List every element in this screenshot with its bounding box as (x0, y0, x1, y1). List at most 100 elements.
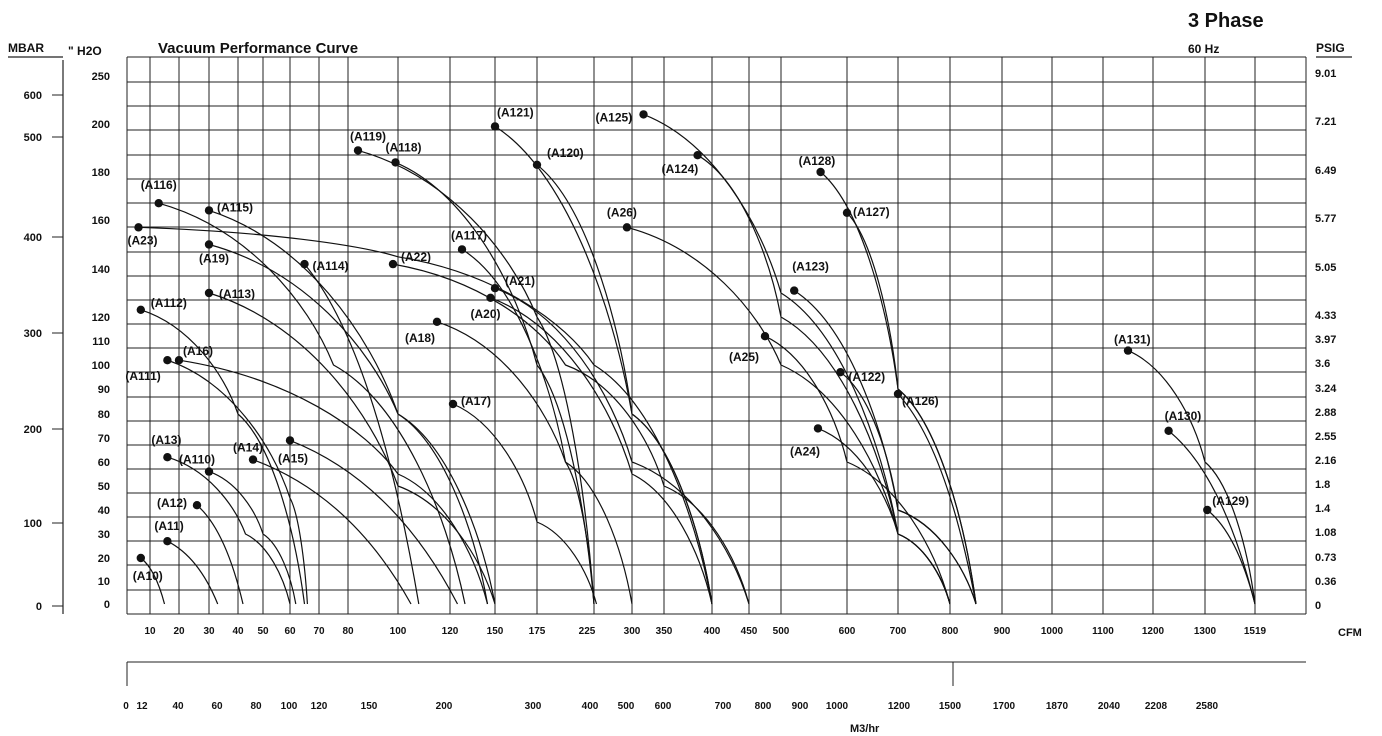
cfm-tick-label: 350 (656, 626, 673, 637)
curve-a22 (392, 263, 750, 605)
cfm-tick-label: 40 (232, 626, 244, 637)
chart-title: Vacuum Performance Curve (158, 40, 358, 57)
cfm-tick-label: 30 (203, 626, 215, 637)
chart-grid (8, 56, 1352, 686)
label-a120: (A120) (547, 146, 584, 160)
curve-a23 (138, 226, 713, 605)
cfm-tick-label: 600 (839, 626, 856, 637)
mbar-tick-label: 200 (24, 424, 42, 436)
cfm-tick-label: 1000 (1041, 626, 1064, 637)
point-a113 (204, 288, 214, 298)
curve-a12 (196, 504, 244, 605)
label-a130: (A130) (1165, 409, 1202, 423)
label-a18: (A18) (405, 331, 435, 345)
point-a111 (163, 356, 172, 365)
inh2o-tick-label: 180 (92, 167, 110, 179)
m3hr-tick-label: 100 (281, 701, 298, 712)
point-a126 (893, 389, 903, 399)
inh2o-tick-label: 10 (98, 576, 110, 588)
psig-tick-label: 1.4 (1315, 503, 1331, 515)
curve-a114 (304, 263, 420, 605)
inh2o-tick-label: 0 (104, 599, 110, 611)
inh2o-tick-label: 160 (92, 215, 110, 227)
point-a120 (532, 160, 542, 169)
curve-labels: (A10) (A11) (A12) (A13) (A110) (A14) (A15) (A11… (125, 105, 1249, 583)
label-a122: (A122) (848, 370, 885, 384)
curve-a16 (178, 359, 489, 605)
psig-tick-label: 4.33 (1315, 310, 1336, 322)
cfm-tick-label: 1519 (1244, 626, 1267, 637)
label-a26: (A26) (607, 205, 637, 219)
curve-a118 (395, 161, 595, 605)
curve-a17 (452, 403, 598, 605)
psig-tick-label: 6.49 (1315, 165, 1336, 177)
curve-a119 (357, 149, 595, 605)
cfm-tick-label: 500 (773, 626, 790, 637)
curve-a125 (643, 113, 951, 605)
mbar-tick-label: 500 (24, 132, 42, 144)
curve-a13 (167, 456, 291, 605)
cfm-tick-label: 80 (342, 626, 354, 637)
curve-a121 (494, 125, 713, 605)
label-a24: (A24) (790, 444, 820, 458)
point-a122 (836, 368, 845, 377)
psig-tick-label: 1.8 (1315, 479, 1330, 491)
cfm-tick-label: 400 (704, 626, 721, 637)
point-a131 (1123, 346, 1133, 355)
m3hr-tick-label: 800 (755, 701, 772, 712)
inh2o-tick-label: 100 (92, 360, 110, 372)
point-a130 (1164, 426, 1173, 435)
inh2o-tick-label: 140 (92, 264, 110, 276)
label-a113: (A113) (219, 287, 255, 301)
curve-a11 (167, 540, 219, 605)
point-a13 (163, 453, 172, 462)
psig-tick-label: 7.21 (1315, 116, 1336, 128)
point-a19 (204, 240, 214, 249)
point-a117 (457, 245, 467, 254)
point-a15 (285, 436, 295, 445)
psig-tick-label: 5.05 (1315, 262, 1336, 274)
performance-curves (138, 113, 1256, 605)
point-a116 (154, 199, 163, 208)
m3hr-tick-label: 200 (436, 701, 453, 712)
m3hr-tick-label: 80 (250, 701, 262, 712)
label-a11: (A11) (154, 519, 183, 533)
m3hr-tick-label: 12 (136, 701, 148, 712)
cfm-tick-label: 1100 (1092, 626, 1114, 637)
label-a21: (A21) (505, 274, 535, 288)
point-a119 (353, 146, 363, 155)
label-a15: (A15) (278, 451, 308, 465)
m3hr-tick-label: 1700 (993, 701, 1016, 712)
cfm-tick-label: 450 (741, 626, 758, 637)
point-a11 (163, 537, 172, 546)
inh2o-tick-label: 50 (98, 481, 110, 493)
label-a125: (A125) (596, 110, 633, 124)
point-a20 (486, 293, 495, 302)
cfm-tick-label: 10 (144, 626, 156, 637)
cfm-tick-label: 900 (994, 626, 1011, 637)
mbar-tick-label: 0 (36, 601, 42, 613)
label-a126: (A126) (902, 394, 939, 408)
label-a115: (A115) (217, 200, 253, 214)
inh2o-tick-label: 20 (98, 553, 110, 565)
curve-a115 (208, 209, 489, 605)
psig-tick-label: 0 (1315, 600, 1321, 612)
curve-a116 (158, 202, 466, 605)
curve-a111 (167, 359, 308, 605)
label-a114: (A114) (313, 259, 349, 273)
point-a114 (300, 259, 309, 269)
point-a124 (693, 151, 702, 160)
point-a14 (248, 455, 258, 464)
m3hr-tick-label: 2040 (1098, 701, 1121, 712)
m3hr-tick-label: 1000 (826, 701, 849, 712)
curve-a20 (490, 297, 713, 605)
mbar-tick-label: 400 (24, 232, 42, 244)
curve-a18 (436, 321, 633, 605)
label-a131: (A131) (1114, 333, 1151, 347)
m3hr-tick-label: 700 (715, 701, 732, 712)
label-a121: (A121) (497, 105, 534, 119)
curve-a24 (817, 427, 951, 605)
label-a119: (A119) (350, 129, 386, 143)
point-a129 (1203, 505, 1212, 515)
curve-points (134, 110, 1212, 563)
